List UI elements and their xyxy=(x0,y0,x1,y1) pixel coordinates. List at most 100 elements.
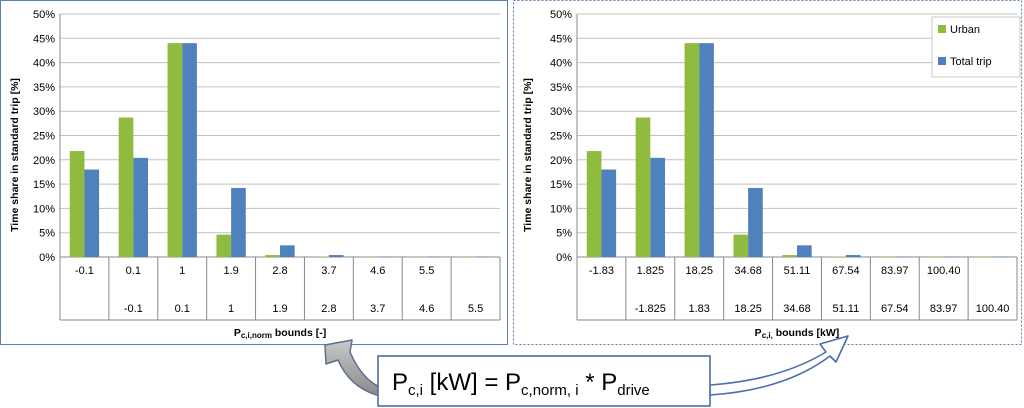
x-tick-label-upper: 34.68 xyxy=(734,265,762,277)
y-tick-label: 10% xyxy=(550,203,572,215)
bar xyxy=(426,256,442,258)
y-tick-label: 5% xyxy=(556,228,572,240)
x-tick-label-upper: 18.25 xyxy=(685,265,713,277)
bar xyxy=(635,117,651,257)
legend-label: Total trip xyxy=(950,56,992,68)
y-axis-title: Time share in standard trip [%] xyxy=(522,78,534,232)
x-tick-label-lower: 0.1 xyxy=(175,303,190,315)
x-tick-label-upper: 2.8 xyxy=(272,265,287,277)
legend-label: Urban xyxy=(950,24,980,36)
y-tick-label: 50% xyxy=(550,9,572,21)
y-tick-label: 25% xyxy=(33,131,55,143)
y-tick-label: 40% xyxy=(33,58,55,70)
x-tick-label-upper: 0.1 xyxy=(126,265,141,277)
y-tick-label: 10% xyxy=(33,203,55,215)
x-tick-label-upper: 1.825 xyxy=(637,265,665,277)
bar xyxy=(216,234,232,257)
bar xyxy=(684,43,700,257)
y-tick-label: 5% xyxy=(39,228,55,240)
x-tick-label-lower: 5.5 xyxy=(468,303,483,315)
bar xyxy=(601,169,617,257)
bar xyxy=(977,256,993,258)
x-tick-label-lower: 100.40 xyxy=(976,303,1010,315)
bar xyxy=(69,151,85,257)
y-tick-label: 50% xyxy=(33,9,55,21)
equation-box xyxy=(377,355,711,407)
y-tick-label: 35% xyxy=(33,82,55,94)
legend-box xyxy=(931,16,1021,78)
bar xyxy=(475,256,491,258)
x-tick-label-lower: 4.6 xyxy=(419,303,434,315)
y-tick-label: 15% xyxy=(550,179,572,191)
x-axis-title: Pc,i,norm bounds [-] xyxy=(234,327,326,340)
x-tick-label-lower: 67.54 xyxy=(881,303,909,315)
bar xyxy=(586,151,602,257)
x-tick-label-upper: 100.40 xyxy=(927,265,961,277)
x-tick-label-lower: 34.68 xyxy=(783,303,811,315)
x-tick-label-lower: 1.9 xyxy=(272,303,287,315)
x-tick-label-lower: -1.825 xyxy=(635,303,666,315)
right-curved-arrow xyxy=(709,335,849,396)
bar xyxy=(782,255,797,257)
bar xyxy=(460,256,476,258)
bar xyxy=(118,117,134,257)
x-tick-label-upper: 67.54 xyxy=(832,265,860,277)
legend-swatch xyxy=(938,57,946,65)
y-tick-label: 0% xyxy=(39,252,55,264)
y-tick-label: 35% xyxy=(550,82,572,94)
x-tick-label-lower: 2.8 xyxy=(321,303,336,315)
bar xyxy=(314,256,329,258)
x-tick-label-lower: -0.1 xyxy=(124,303,143,315)
bar xyxy=(265,255,280,257)
left-chart: 0% 5% 10% 15% 20% 25% 30% 35% 40% 45% 50% -0.1 0.1 1 1… xyxy=(9,9,501,340)
bar xyxy=(992,256,1008,258)
bar xyxy=(797,245,812,257)
bar xyxy=(845,255,861,257)
y-axis-title: Time share in standard trip [%] xyxy=(9,78,21,232)
x-tick-label-upper: 83.97 xyxy=(881,265,909,277)
y-tick-label: 45% xyxy=(550,33,572,45)
bar xyxy=(182,43,197,257)
y-tick-label: 30% xyxy=(550,106,572,118)
bar xyxy=(84,169,100,257)
x-tick-label-upper: 1.9 xyxy=(223,265,238,277)
x-tick-label-upper: 4.6 xyxy=(370,265,385,277)
bar xyxy=(363,256,378,258)
bar xyxy=(894,256,910,258)
equation-text: Pc,i [kW] = Pc,norm, i * Pdrive xyxy=(392,369,650,399)
bar xyxy=(733,234,749,257)
bar xyxy=(699,43,714,257)
x-tick-label-upper: -1.83 xyxy=(589,265,614,277)
y-tick-label: 0% xyxy=(556,252,572,264)
x-tick-label-lower: 83.97 xyxy=(930,303,958,315)
x-tick-label-upper: 3.7 xyxy=(321,265,336,277)
right-chart: 0% 5% 10% 15% 20% 25% 30% 35% 40% 45% 50% -1.83 1.82… xyxy=(522,9,1021,340)
x-axis-title: Pc,i, bounds [kW] xyxy=(755,327,840,340)
x-tick-label-lower: 51.11 xyxy=(833,303,860,315)
bar xyxy=(929,256,944,258)
x-tick-label-lower: 18.25 xyxy=(734,303,762,315)
y-tick-label: 20% xyxy=(33,155,55,167)
bar xyxy=(650,157,665,257)
x-tick-label-lower: 1 xyxy=(228,303,234,315)
y-tick-label: 45% xyxy=(33,33,55,45)
left-curved-arrow xyxy=(324,339,383,397)
bar xyxy=(831,256,846,258)
bar xyxy=(377,256,393,258)
x-tick-label-lower: 1.83 xyxy=(689,303,710,315)
bar xyxy=(280,245,295,257)
bar xyxy=(943,256,959,258)
bar xyxy=(328,255,344,257)
bar xyxy=(748,187,763,257)
y-tick-label: 25% xyxy=(550,131,572,143)
y-tick-label: 15% xyxy=(33,179,55,191)
x-tick-label-upper: 1 xyxy=(179,265,185,277)
bar xyxy=(880,256,895,258)
y-tick-label: 40% xyxy=(550,58,572,70)
y-tick-label: 20% xyxy=(550,155,572,167)
y-tick-label: 30% xyxy=(33,106,55,118)
x-tick-label-lower: 3.7 xyxy=(370,303,385,315)
bar xyxy=(167,43,183,257)
x-tick-label-upper: 5.5 xyxy=(419,265,434,277)
